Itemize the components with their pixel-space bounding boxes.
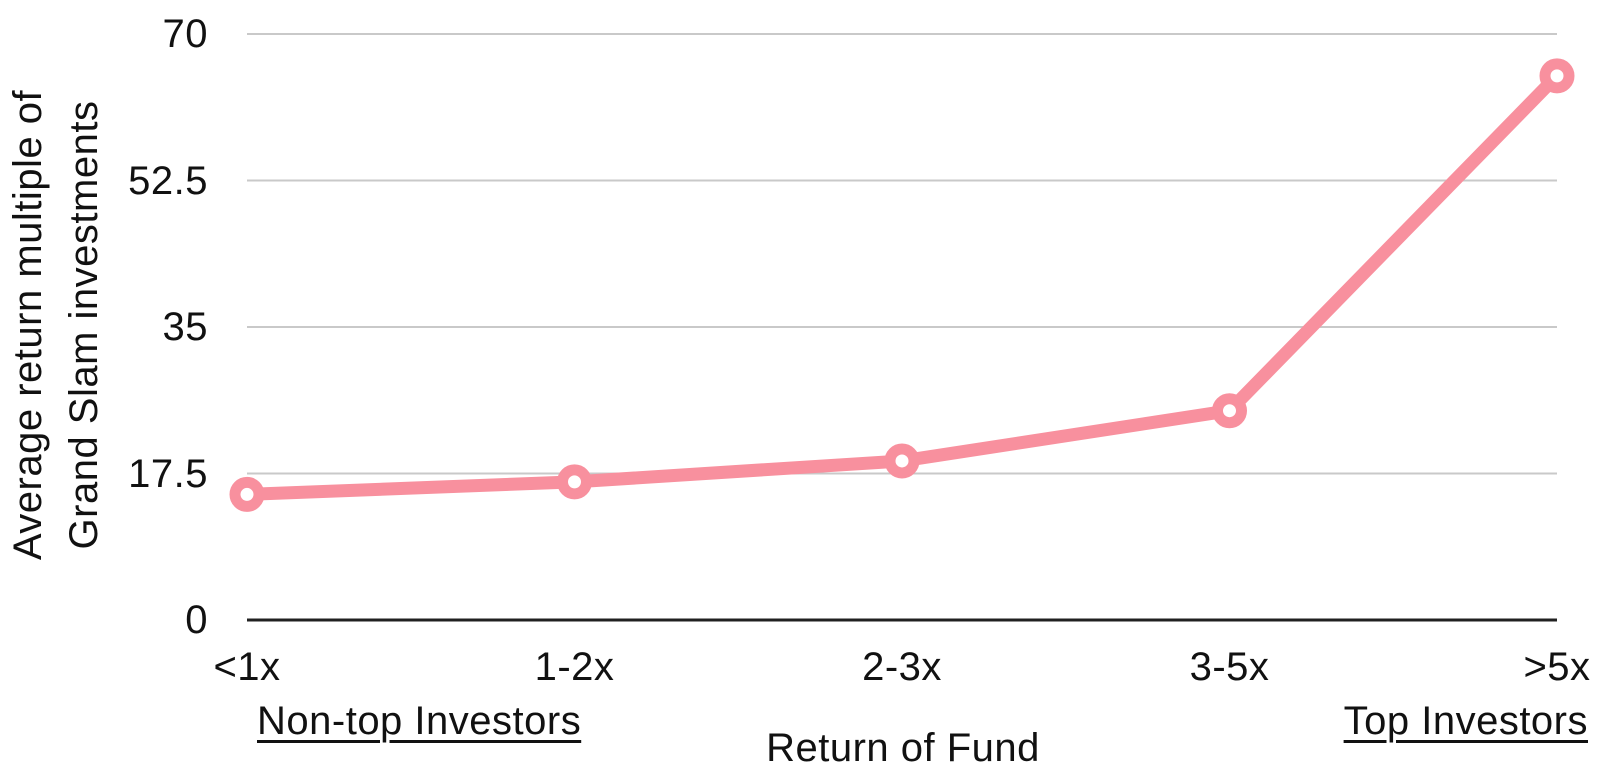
x-tick-label-2: 1-2x (534, 645, 615, 689)
data-point-4 (1212, 393, 1247, 429)
data-point-5 (1539, 58, 1575, 94)
series-line (240, 69, 1564, 501)
annotation-non-top-investors: Non-top Investors (257, 699, 582, 743)
data-point-2 (557, 464, 592, 500)
x-tick-label-3: 2-3x (862, 645, 942, 689)
data-point-1 (229, 476, 265, 512)
y-axis-title: Average return multiple of Grand Slam in… (0, 25, 112, 625)
y-tick-label-70: 70 (162, 12, 208, 56)
y-tick-label-17.5: 17.5 (128, 451, 208, 496)
x-axis-title: Return of Fund (766, 726, 1040, 770)
y-axis-title-line-2: Grand Slam investments (62, 100, 106, 550)
x-tick-label-4: 3-5x (1189, 645, 1270, 689)
data-series-group (229, 58, 1575, 512)
data-point-3 (884, 443, 920, 479)
x-tick-label-1: <1x (213, 645, 281, 689)
annotation-top-investors: Top Investors (1343, 699, 1588, 743)
y-axis-title-line-1: Average return multiple of (6, 89, 50, 561)
y-tick-label-35: 35 (162, 305, 208, 349)
x-tick-label-5: >5x (1523, 645, 1591, 689)
gridlines-group (247, 33, 1557, 622)
y-tick-label-52.5: 52.5 (128, 158, 208, 203)
y-tick-label-0: 0 (185, 598, 208, 642)
